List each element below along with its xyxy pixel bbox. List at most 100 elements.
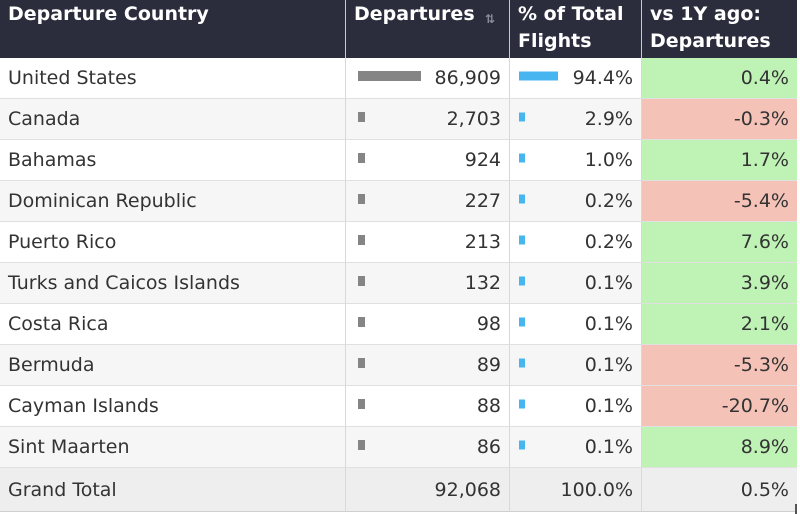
yoy-change-cell: 0.4% [642, 58, 797, 99]
departures-bar [358, 358, 365, 369]
yoy-change-cell: 2.1% [642, 304, 797, 345]
country-cell[interactable]: Canada [0, 99, 346, 140]
country-name: Cayman Islands [8, 395, 159, 417]
column-header-departures-label: Departures [354, 3, 475, 25]
pct-total-bar [519, 235, 525, 245]
yoy-change-value: -20.7% [721, 395, 789, 417]
grand-total-label-cell: Grand Total [0, 468, 346, 512]
departures-value: 86,909 [434, 67, 501, 89]
pct-total-bar [519, 317, 525, 327]
yoy-change-value: 7.6% [740, 231, 789, 253]
pct-total-value: 0.1% [584, 313, 633, 335]
pct-total-cell: 94.4% [510, 58, 642, 99]
departures-value: 86 [476, 436, 501, 458]
yoy-change-cell: 8.9% [642, 427, 797, 468]
departures-value: 924 [464, 149, 501, 171]
departures-value: 227 [464, 190, 501, 212]
pct-total-bar [519, 71, 558, 81]
grand-total-departures: 92,068 [434, 478, 501, 501]
grand-total-pct-cell: 100.0% [510, 468, 642, 512]
departures-bar [358, 194, 365, 205]
departures-bar [358, 399, 365, 410]
yoy-change-cell: 1.7% [642, 140, 797, 181]
grand-total-label: Grand Total [8, 478, 117, 501]
country-name: Puerto Rico [8, 231, 117, 253]
yoy-change-value: 1.7% [740, 149, 789, 171]
country-name: Bermuda [8, 354, 95, 376]
country-name: Canada [8, 108, 81, 130]
yoy-change-value: 0.4% [740, 67, 789, 89]
yoy-change-cell: -5.3% [642, 345, 797, 386]
departures-cell: 227 [346, 181, 510, 222]
yoy-change-cell: -20.7% [642, 386, 797, 427]
country-name: United States [8, 67, 137, 89]
country-cell[interactable]: Costa Rica [0, 304, 346, 345]
departures-cell: 213 [346, 222, 510, 263]
yoy-change-value: -0.3% [733, 108, 789, 130]
pct-total-cell: 0.1% [510, 345, 642, 386]
departures-cell: 2,703 [346, 99, 510, 140]
country-cell[interactable]: Sint Maarten [0, 427, 346, 468]
country-cell[interactable]: Puerto Rico [0, 222, 346, 263]
grand-total-pct: 100.0% [560, 478, 633, 501]
country-cell[interactable]: Bahamas [0, 140, 346, 181]
yoy-change-value: -5.3% [733, 354, 789, 376]
grand-total-yoy: 0.5% [740, 478, 789, 501]
country-name: Dominican Republic [8, 190, 197, 212]
yoy-change-cell: 7.6% [642, 222, 797, 263]
departures-bar [358, 440, 365, 451]
pct-total-cell: 0.2% [510, 222, 642, 263]
pct-total-cell: 0.1% [510, 263, 642, 304]
pct-total-value: 0.1% [584, 272, 633, 294]
yoy-change-value: 2.1% [740, 313, 789, 335]
yoy-change-cell: -5.4% [642, 181, 797, 222]
column-header-departures[interactable]: Departures ⇅ [346, 0, 510, 58]
country-cell[interactable]: Dominican Republic [0, 181, 346, 222]
departures-cell: 98 [346, 304, 510, 345]
column-header-country[interactable]: Departure Country [0, 0, 346, 58]
departures-cell: 88 [346, 386, 510, 427]
country-cell[interactable]: United States [0, 58, 346, 99]
country-cell[interactable]: Cayman Islands [0, 386, 346, 427]
departures-value: 213 [464, 231, 501, 253]
pct-total-bar [519, 153, 525, 163]
grand-total-yoy-cell: 0.5% [642, 468, 797, 512]
departures-cell: 86,909 [346, 58, 510, 99]
yoy-change-value: -5.4% [733, 190, 789, 212]
pct-total-value: 2.9% [584, 108, 633, 130]
pct-total-value: 0.1% [584, 395, 633, 417]
country-cell[interactable]: Turks and Caicos Islands [0, 263, 346, 304]
departures-value: 132 [464, 272, 501, 294]
yoy-change-value: 8.9% [740, 436, 789, 458]
pct-total-bar [519, 440, 525, 450]
pct-total-value: 94.4% [572, 67, 633, 89]
yoy-change-cell: 3.9% [642, 263, 797, 304]
departures-bar [358, 235, 365, 246]
pct-total-value: 0.1% [584, 354, 633, 376]
grand-total-departures-cell: 92,068 [346, 468, 510, 512]
column-header-yoy[interactable]: vs 1Y ago: Departures [642, 0, 797, 58]
departures-value: 88 [476, 395, 501, 417]
pct-total-cell: 0.1% [510, 386, 642, 427]
pct-total-value: 0.1% [584, 436, 633, 458]
pct-total-bar [519, 399, 525, 409]
pct-total-value: 0.2% [584, 231, 633, 253]
country-name: Sint Maarten [8, 436, 130, 458]
departures-bar [358, 71, 421, 82]
departures-value: 98 [476, 313, 501, 335]
pct-total-bar [519, 112, 525, 122]
country-cell[interactable]: Bermuda [0, 345, 346, 386]
country-name: Bahamas [8, 149, 97, 171]
pct-total-value: 0.2% [584, 190, 633, 212]
pct-total-cell: 1.0% [510, 140, 642, 181]
pct-total-bar [519, 276, 525, 286]
pct-total-cell: 0.2% [510, 181, 642, 222]
yoy-change-value: 3.9% [740, 272, 789, 294]
pct-total-cell: 0.1% [510, 304, 642, 345]
departures-bar [358, 317, 365, 328]
pct-total-bar [519, 194, 525, 204]
column-header-pct-total[interactable]: % of Total Flights [510, 0, 642, 58]
sort-icon[interactable]: ⇅ [484, 12, 495, 26]
pct-total-value: 1.0% [584, 149, 633, 171]
